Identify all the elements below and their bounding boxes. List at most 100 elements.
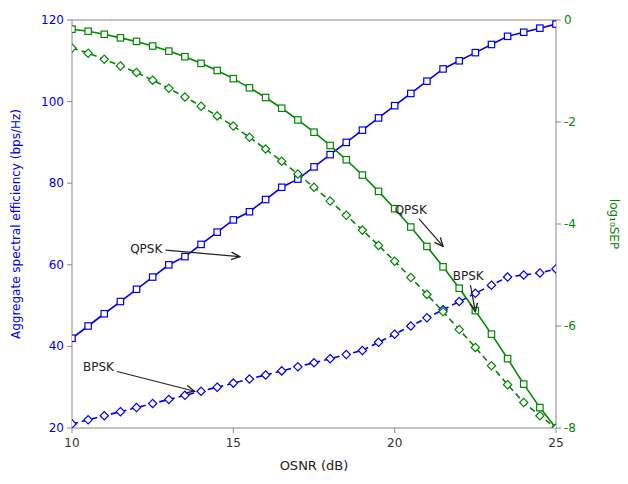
x-axis-label: OSNR (dB) — [280, 458, 349, 473]
series-marker — [521, 29, 527, 35]
y-tick — [67, 101, 72, 102]
series-marker — [424, 243, 430, 249]
series-marker — [229, 379, 237, 387]
series-marker — [278, 157, 286, 165]
series-line — [72, 29, 556, 428]
series-marker — [149, 399, 157, 407]
annotations: QPSKBPSKQPSKBPSK — [83, 203, 485, 391]
series-marker — [100, 55, 108, 63]
series-marker — [229, 122, 237, 130]
series-marker — [407, 273, 415, 281]
series-marker — [472, 49, 478, 55]
series-marker — [116, 62, 124, 70]
series-marker — [439, 308, 447, 316]
series-marker — [213, 383, 221, 391]
series-marker — [504, 355, 510, 361]
series-marker — [214, 67, 220, 73]
y2-tick-label: -2 — [564, 115, 576, 129]
annotation-text: BPSK — [83, 360, 115, 374]
x-tick — [556, 428, 557, 433]
series-marker — [182, 253, 188, 259]
series-marker — [261, 371, 269, 379]
series — [72, 21, 556, 342]
series-marker — [101, 31, 107, 37]
series-marker — [132, 403, 140, 411]
series-marker — [391, 102, 397, 108]
series-marker — [424, 78, 430, 84]
series — [72, 26, 556, 428]
series-marker — [520, 271, 528, 279]
series — [72, 44, 556, 428]
annotation-text: BPSK — [453, 269, 485, 283]
y-tick — [67, 264, 72, 265]
series-marker — [294, 363, 302, 371]
series-marker — [327, 151, 333, 157]
series-marker — [132, 68, 140, 76]
series-marker — [100, 412, 108, 420]
y2-tick — [556, 428, 561, 429]
series-marker — [295, 117, 301, 123]
series-marker — [279, 105, 285, 111]
series-marker — [326, 197, 334, 205]
series-marker — [84, 49, 92, 57]
y-tick-label: 120 — [41, 13, 64, 27]
series-marker — [72, 44, 76, 52]
series-marker — [101, 311, 107, 317]
series-marker — [149, 76, 157, 84]
series-marker — [521, 381, 527, 387]
series-marker — [310, 183, 318, 191]
series-line — [72, 48, 556, 428]
series-marker — [327, 142, 333, 148]
series-marker — [358, 346, 366, 354]
y-tick — [67, 346, 72, 347]
y2-tick-label: -6 — [564, 319, 576, 333]
series-marker — [133, 286, 139, 292]
y2-axis-label: log₁₀SEP — [607, 199, 621, 249]
series-marker — [279, 184, 285, 190]
series-marker — [165, 84, 173, 92]
y2-tick — [556, 122, 561, 123]
annotation-arrow — [470, 285, 475, 312]
series-marker — [342, 350, 350, 358]
series-marker — [149, 43, 155, 49]
series-marker — [213, 112, 221, 120]
y-tick-label: 60 — [49, 258, 64, 272]
annotation-arrow — [117, 371, 195, 391]
series-marker — [230, 75, 236, 81]
plot-frame — [72, 20, 556, 428]
y-tick — [67, 428, 72, 429]
series-marker — [214, 229, 220, 235]
series-marker — [359, 127, 365, 133]
series-marker — [488, 41, 494, 47]
series-marker — [166, 48, 172, 54]
series-marker — [503, 273, 511, 281]
series-marker — [536, 269, 544, 277]
series-marker — [245, 133, 253, 141]
series-marker — [440, 264, 446, 270]
plot-area — [72, 21, 556, 428]
x-tick-label: 10 — [64, 436, 79, 450]
series-marker — [375, 188, 381, 194]
annotation-arrow — [165, 250, 239, 256]
chart: 10152025204060801001200-2-4-6-8OSNR (dB)… — [0, 0, 628, 484]
series-marker — [440, 66, 446, 72]
series-marker — [423, 290, 431, 298]
series-marker — [230, 217, 236, 223]
y-tick — [67, 20, 72, 21]
series-marker — [423, 314, 431, 322]
series-marker — [294, 170, 302, 178]
y-tick-label: 40 — [49, 339, 64, 353]
series-marker — [245, 375, 253, 383]
series-marker — [374, 338, 382, 346]
series-marker — [391, 257, 399, 265]
series-marker — [181, 93, 189, 101]
series-marker — [359, 172, 365, 178]
series-marker — [456, 285, 462, 291]
series-marker — [343, 139, 349, 145]
series-marker — [342, 211, 350, 219]
series-marker — [181, 391, 189, 399]
series-marker — [278, 367, 286, 375]
series-marker — [262, 94, 268, 100]
y2-tick — [556, 20, 561, 21]
series-marker — [504, 33, 510, 39]
